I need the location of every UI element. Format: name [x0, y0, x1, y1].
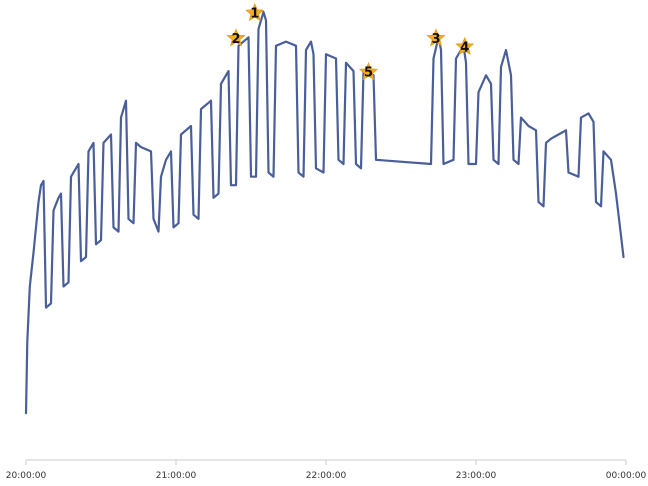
- peak-marker-label: 2: [231, 32, 240, 47]
- peak-marker: 1: [245, 2, 265, 22]
- series-line: [24, 10, 625, 415]
- peak-markers: 12 3 4 5: [226, 2, 475, 81]
- star-icon: [358, 62, 379, 81]
- peak-marker-label: 1: [250, 7, 259, 22]
- peak-marker-label: 5: [364, 66, 373, 81]
- peak-marker: 5: [358, 62, 379, 81]
- plot-area: [24, 10, 625, 415]
- x-tick-label: 21:00:00: [156, 471, 197, 481]
- star-icon: [426, 28, 446, 47]
- x-tick-label: 23:00:00: [456, 471, 497, 481]
- peak-marker: 3: [426, 28, 446, 47]
- x-axis: 20:00:00 21:00:00 22:00:00 23:00:00 00:00:00: [6, 459, 647, 481]
- star-icon: [226, 28, 246, 47]
- x-axis-ticks: 20:00:00 21:00:00 22:00:00 23:00:00 00:00:00: [6, 460, 647, 481]
- x-tick-label: 00:00:00: [606, 471, 647, 481]
- star-icon: [455, 36, 475, 55]
- peak-marker: 4: [455, 36, 475, 55]
- peak-marker: 2: [226, 28, 246, 47]
- peak-marker-label: 3: [431, 32, 440, 47]
- x-tick-label: 20:00:00: [6, 471, 47, 481]
- peak-marker-label: 4: [460, 40, 469, 55]
- star-icon: [245, 2, 265, 22]
- x-tick-label: 22:00:00: [306, 471, 347, 481]
